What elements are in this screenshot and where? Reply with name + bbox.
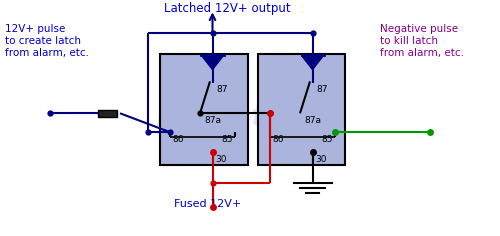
Text: 87: 87 (316, 85, 328, 94)
Bar (98, 110, 117, 117)
Polygon shape (302, 55, 324, 70)
Text: i  l  i  t  o  r: i l i t o r (156, 104, 344, 132)
Text: Fused 12V+: Fused 12V+ (174, 199, 241, 209)
Text: 86: 86 (172, 135, 184, 143)
Bar (160, 54, 248, 165)
Text: 87a: 87a (304, 116, 321, 125)
Text: 87a: 87a (204, 116, 221, 125)
Text: Negative pulse
to kill latch
from alarm, etc.: Negative pulse to kill latch from alarm,… (380, 24, 464, 58)
Text: 85: 85 (221, 135, 232, 143)
Text: Latched 12V+ output: Latched 12V+ output (164, 2, 291, 15)
Text: 87: 87 (216, 85, 228, 94)
Text: 85: 85 (321, 135, 332, 143)
Polygon shape (202, 55, 224, 70)
Bar (258, 54, 345, 165)
Text: 30: 30 (215, 155, 226, 164)
Text: 12V+ pulse
to create latch
from alarm, etc.: 12V+ pulse to create latch from alarm, e… (5, 24, 89, 58)
Text: 86: 86 (272, 135, 284, 143)
Text: 30: 30 (315, 155, 326, 164)
